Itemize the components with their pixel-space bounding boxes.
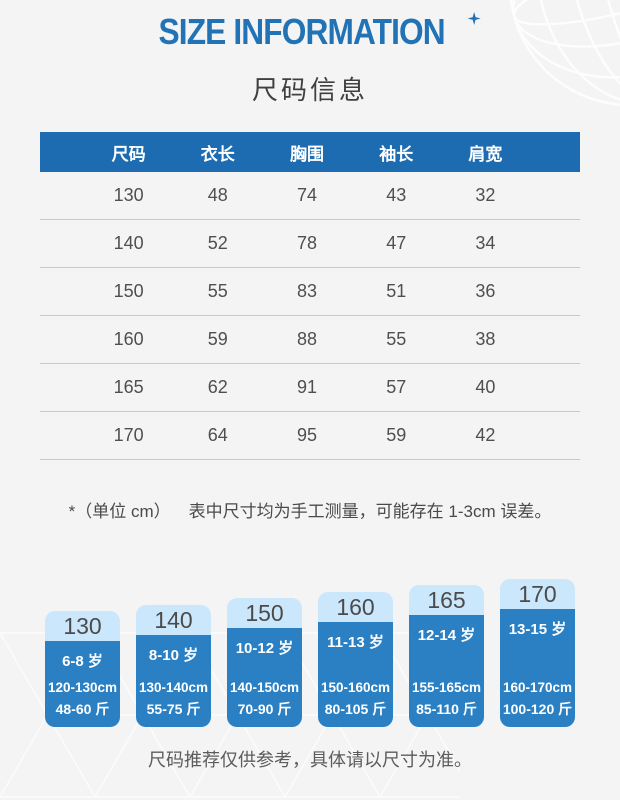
table-cell: 83: [296, 281, 318, 301]
table-cell: 38: [475, 329, 496, 349]
size-bar-150: 150 10-12 岁 140-150cm 70-90 斤: [227, 598, 302, 727]
table-row: 165 62 91 57 40: [40, 364, 580, 412]
weight-range: 100-120 斤: [502, 701, 573, 717]
page-subtitle: 尺码信息: [251, 75, 368, 105]
table-cell: 59: [207, 329, 228, 349]
table-cell: 36: [475, 281, 496, 301]
weight-range: 55-75 斤: [146, 701, 201, 717]
size-recommendation-bars: 130 6-8 岁 120-130cm 48-60 斤 140 8-10 岁 1…: [45, 577, 575, 727]
size-bar-140: 140 8-10 岁 130-140cm 55-75 斤: [136, 605, 211, 727]
weight-range: 80-105 斤: [324, 701, 387, 717]
table-cell: 55: [386, 329, 407, 349]
height-range: 150-160cm: [320, 680, 391, 695]
age-range: 10-12 岁: [235, 640, 294, 657]
table-row: 160 59 88 55 38: [40, 316, 580, 364]
age-range: 13-15 岁: [508, 621, 567, 638]
table-cell: 51: [386, 281, 407, 301]
column-header-sleeve: 袖长: [379, 144, 414, 164]
table-cell: 59: [386, 425, 407, 445]
table-cell: 52: [207, 233, 228, 253]
age-range: 6-8 岁: [62, 653, 103, 670]
table-cell: 88: [296, 329, 318, 349]
table-row: 140 52 78 47 34: [40, 220, 580, 268]
header: SIZE INFORMATION: [0, 11, 620, 52]
height-range: 155-165cm: [411, 680, 482, 695]
table-cell: 78: [296, 233, 318, 253]
size-table-header-row: 尺码 衣长 胸围 袖长 肩宽: [40, 132, 580, 172]
age-range: 12-14 岁: [417, 627, 476, 644]
table-row: 170 64 95 59 42: [40, 412, 580, 460]
size-label: 165: [409, 585, 484, 615]
size-label: 160: [318, 592, 393, 622]
table-cell: 48: [207, 185, 228, 205]
table-cell: 150: [113, 281, 144, 301]
size-bar-160: 160 11-13 岁 150-160cm 80-105 斤: [318, 592, 393, 727]
size-label: 150: [227, 598, 302, 628]
table-cell: 74: [296, 185, 318, 205]
height-range: 120-130cm: [47, 680, 118, 695]
weight-range: 48-60 斤: [55, 701, 110, 717]
table-row: 150 55 83 51 36: [40, 268, 580, 316]
sparkle-star-icon: [467, 12, 481, 25]
table-cell: 62: [207, 377, 228, 397]
column-header-shoulder: 肩宽: [468, 144, 503, 164]
column-header-size: 尺码: [111, 144, 146, 164]
table-cell: 43: [386, 185, 407, 205]
table-cell: 160: [113, 329, 144, 349]
table-cell: 34: [475, 233, 496, 253]
table-cell: 64: [207, 425, 228, 445]
table-row: 130 48 74 43 32: [40, 172, 580, 220]
height-range: 140-150cm: [229, 680, 300, 695]
size-bar-165: 165 12-14 岁 155-165cm 85-110 斤: [409, 585, 484, 727]
table-cell: 42: [475, 425, 496, 445]
age-range: 11-13 岁: [327, 634, 384, 651]
page-title: SIZE INFORMATION: [158, 11, 446, 52]
table-cell: 170: [113, 425, 144, 445]
size-label: 140: [136, 605, 211, 635]
table-cell: 140: [113, 233, 144, 253]
table-cell: 91: [296, 377, 318, 397]
measurement-note: *（单位 cm） 表中尺寸均为手工测量，可能存在 1-3cm 误差。: [0, 497, 620, 522]
size-bar-170: 170 13-15 岁 160-170cm 100-120 斤: [500, 579, 575, 727]
column-header-chest: 胸围: [290, 144, 324, 164]
table-cell: 95: [296, 425, 318, 445]
table-cell: 57: [386, 377, 407, 397]
size-bar-130: 130 6-8 岁 120-130cm 48-60 斤: [45, 611, 120, 727]
height-range: 130-140cm: [138, 680, 209, 695]
footer-disclaimer: 尺码推荐仅供参考，具体请以尺寸为准。: [148, 750, 472, 770]
table-cell: 165: [113, 377, 144, 397]
size-label: 170: [500, 579, 575, 609]
unit-label: *（单位 cm）: [68, 502, 171, 521]
size-label: 130: [45, 611, 120, 641]
age-range: 8-10 岁: [148, 647, 199, 664]
table-cell: 55: [207, 281, 228, 301]
table-cell: 40: [475, 377, 496, 397]
table-cell: 47: [386, 233, 407, 253]
size-table: 尺码 衣长 胸围 袖长 肩宽 130 48 74 43 32 140 52 78…: [40, 132, 580, 460]
column-header-length: 衣长: [200, 144, 235, 164]
table-cell: 130: [113, 185, 144, 205]
height-range: 160-170cm: [502, 680, 573, 695]
note-text: 表中尺寸均为手工测量，可能存在 1-3cm 误差。: [188, 502, 552, 521]
weight-range: 70-90 斤: [237, 701, 292, 717]
weight-range: 85-110 斤: [416, 701, 477, 717]
table-cell: 32: [475, 185, 496, 205]
